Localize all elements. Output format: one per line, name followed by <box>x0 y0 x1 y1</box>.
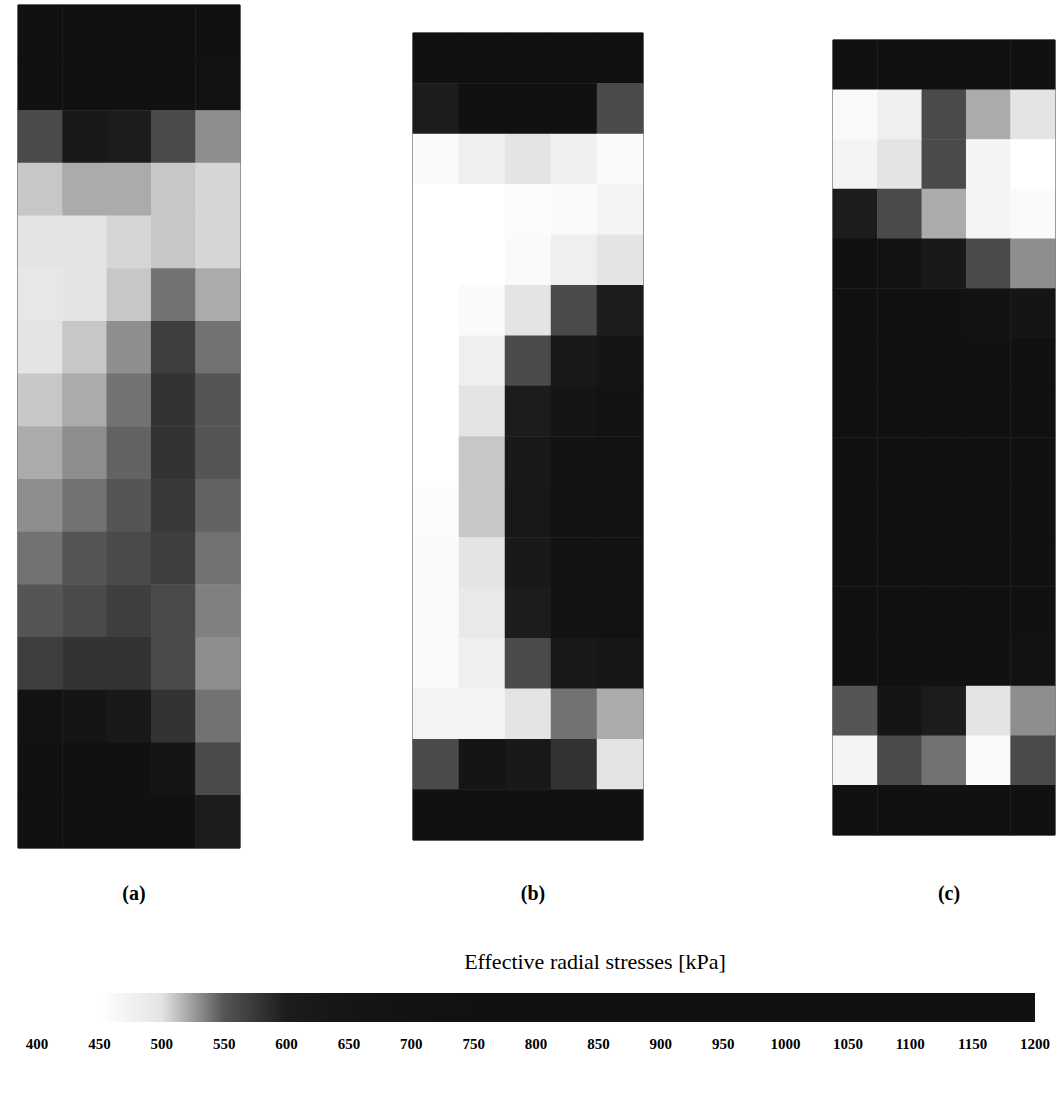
svg-text:1100: 1100 <box>896 1036 925 1052</box>
svg-text:1000: 1000 <box>771 1036 801 1052</box>
svg-text:1150: 1150 <box>958 1036 987 1052</box>
svg-text:(c): (c) <box>938 882 960 905</box>
svg-text:900: 900 <box>650 1036 673 1052</box>
svg-text:(a): (a) <box>122 882 145 905</box>
svg-text:600: 600 <box>275 1036 298 1052</box>
svg-text:950: 950 <box>712 1036 735 1052</box>
svg-text:1050: 1050 <box>833 1036 863 1052</box>
svg-text:1200: 1200 <box>1020 1036 1050 1052</box>
svg-text:750: 750 <box>462 1036 485 1052</box>
svg-text:550: 550 <box>213 1036 236 1052</box>
svg-text:Effective radial stresses [kPa: Effective radial stresses [kPa] <box>464 949 726 974</box>
svg-text:650: 650 <box>338 1036 361 1052</box>
svg-text:500: 500 <box>151 1036 174 1052</box>
svg-text:700: 700 <box>400 1036 423 1052</box>
svg-text:850: 850 <box>587 1036 610 1052</box>
svg-text:(b): (b) <box>521 882 545 905</box>
svg-text:400: 400 <box>26 1036 49 1052</box>
svg-text:450: 450 <box>88 1036 111 1052</box>
svg-text:800: 800 <box>525 1036 548 1052</box>
